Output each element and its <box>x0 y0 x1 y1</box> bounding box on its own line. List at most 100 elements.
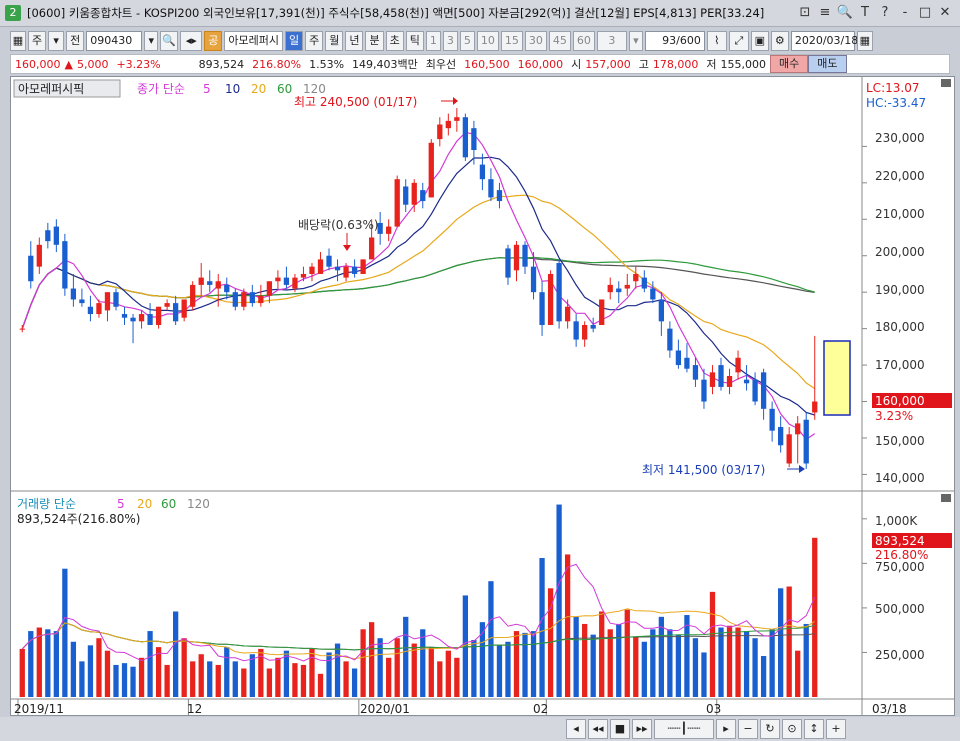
chart-area[interactable]: 아모레퍼시픽 종가 단순 5 10 20 60 120 LC:13.07 HC:… <box>10 76 955 716</box>
minute-button-45[interactable]: 45 <box>548 31 571 51</box>
custom-minute-select[interactable]: 3 <box>596 31 627 51</box>
buy-button[interactable]: 매수 <box>770 55 809 73</box>
candle-body <box>241 292 247 307</box>
volume-pct: 216.80% <box>252 57 302 71</box>
minute-button-3[interactable]: 3 <box>442 31 458 51</box>
minute-button-10[interactable]: 10 <box>476 31 499 51</box>
chevron-down-icon[interactable]: ▾ <box>48 31 65 51</box>
tab-day[interactable]: 일 <box>284 31 304 51</box>
tab-week[interactable]: 주 <box>305 31 324 51</box>
minute-button-30[interactable]: 30 <box>524 31 547 51</box>
search-icon[interactable]: 🔍 <box>160 31 179 51</box>
count-input[interactable]: 93/600 <box>644 31 705 51</box>
volume-bar <box>309 648 315 697</box>
minute-button-1[interactable]: 1 <box>425 31 441 51</box>
tab-second[interactable]: 초 <box>385 31 404 51</box>
speaker-icon[interactable]: ◂▸ <box>180 31 203 51</box>
calendar-icon[interactable]: ▦ <box>856 31 873 51</box>
low-annotation: 최저 141,500 (03/17) <box>642 463 765 477</box>
tab-month[interactable]: 월 <box>325 31 344 51</box>
minute-button-5[interactable]: 5 <box>459 31 475 51</box>
vol-ma120-legend: 120 <box>187 497 210 511</box>
minute-button-60[interactable]: 60 <box>572 31 595 51</box>
period-type-select[interactable]: 주 <box>28 31 47 51</box>
volume-bar <box>87 645 94 697</box>
ma5-legend: 5 <box>203 82 211 96</box>
prev-type-button[interactable]: 전 <box>66 31 85 51</box>
rewind-icon[interactable]: ◂◂ <box>588 719 608 739</box>
maximize-button[interactable]: □ <box>918 5 932 20</box>
scroll-right-icon[interactable]: ▸ <box>716 719 736 739</box>
volume-bar <box>462 595 469 697</box>
code-dropdown-icon[interactable]: ▾ <box>144 31 159 51</box>
candle-body <box>173 303 179 322</box>
volume-bar <box>45 629 51 697</box>
scroll-left-icon[interactable]: ◂ <box>566 719 586 739</box>
zoom-out-icon[interactable]: − <box>738 719 758 739</box>
chart-canvas[interactable]: 아모레퍼시픽 종가 단순 5 10 20 60 120 LC:13.07 HC:… <box>11 77 954 715</box>
menu-icon[interactable]: ≡ <box>819 5 831 20</box>
chart-toolbar: ▦ 주 ▾ 전 090430 ▾ 🔍 ◂▸ 공 아모레퍼시 일 주 월 년 분 … <box>10 30 873 52</box>
minimize-button[interactable]: - <box>902 5 908 20</box>
highlight-box <box>823 340 851 416</box>
zoom-slider[interactable]: ┄┄┃┄┄ <box>654 719 714 739</box>
volume-bar <box>650 629 656 697</box>
sell-button[interactable]: 매도 <box>808 55 847 73</box>
candle-body <box>547 273 554 325</box>
fit-icon[interactable]: ↕ <box>804 719 824 739</box>
candle-body <box>496 190 503 202</box>
save-icon[interactable]: ▣ <box>750 31 769 51</box>
volume-bar <box>437 661 443 697</box>
price-legend-prefix: 종가 단순 <box>137 82 185 96</box>
stock-code-input[interactable]: 090430 <box>86 31 143 51</box>
candle-body <box>190 284 196 307</box>
minute-button-15[interactable]: 15 <box>500 31 523 51</box>
volume-bar <box>778 588 784 697</box>
forward-icon[interactable]: ▸▸ <box>632 719 652 739</box>
candle-body <box>104 292 111 311</box>
candle-body <box>28 255 34 282</box>
link-icon[interactable]: ⊡ <box>799 5 811 20</box>
chart-type-icon[interactable]: ⌇ <box>706 31 727 51</box>
text-icon[interactable]: T <box>861 5 869 20</box>
volume-bar <box>641 641 647 697</box>
search-icon[interactable]: 🔍 <box>836 5 854 20</box>
up-arrow-icon: ▲ <box>64 57 73 71</box>
help-icon[interactable]: ? <box>881 5 889 20</box>
candle-body <box>488 179 494 198</box>
close-button[interactable]: ✕ <box>939 5 951 20</box>
candle-body <box>428 142 434 198</box>
price-panel-menu-icon[interactable] <box>941 79 951 87</box>
custom-dropdown-icon[interactable]: ▾ <box>628 31 643 51</box>
tab-year[interactable]: 년 <box>345 31 364 51</box>
candle-body <box>224 284 230 293</box>
stock-name-field[interactable]: 아모레퍼시 <box>224 31 283 51</box>
price-tick: 220,000 <box>875 169 925 183</box>
stock-tab-label[interactable]: 아모레퍼시픽 <box>18 82 84 96</box>
volume-bar <box>258 648 264 697</box>
indicator-icon[interactable]: ⤢ <box>728 31 749 51</box>
lc-label: LC:13.07 <box>866 81 919 95</box>
tab-minute[interactable]: 분 <box>365 31 384 51</box>
grid-icon[interactable]: ▦ <box>10 31 26 51</box>
date-input[interactable]: 2020/03/18 <box>790 31 858 51</box>
volume-bar <box>471 639 477 697</box>
candle-body <box>403 186 409 205</box>
gear-icon[interactable]: ⚙ <box>770 31 789 51</box>
gong-badge[interactable]: 공 <box>204 31 223 51</box>
volume-bar <box>164 664 170 697</box>
candle-body <box>411 182 417 205</box>
volume-bar <box>573 616 579 697</box>
candle-body <box>692 365 699 380</box>
volume-panel-menu-icon[interactable] <box>941 494 951 502</box>
price-tick: 230,000 <box>875 131 925 145</box>
candle-body <box>147 314 153 325</box>
stop-icon[interactable]: ■ <box>610 719 630 739</box>
low-label: 저 <box>706 58 717 71</box>
volume-bar <box>760 656 767 697</box>
zoom-reset-icon[interactable]: ⊙ <box>782 719 802 739</box>
volume-bar <box>28 631 34 697</box>
reset-icon[interactable]: ↻ <box>760 719 780 739</box>
zoom-in-icon[interactable]: + <box>826 719 846 739</box>
tab-tick[interactable]: 틱 <box>405 31 424 51</box>
